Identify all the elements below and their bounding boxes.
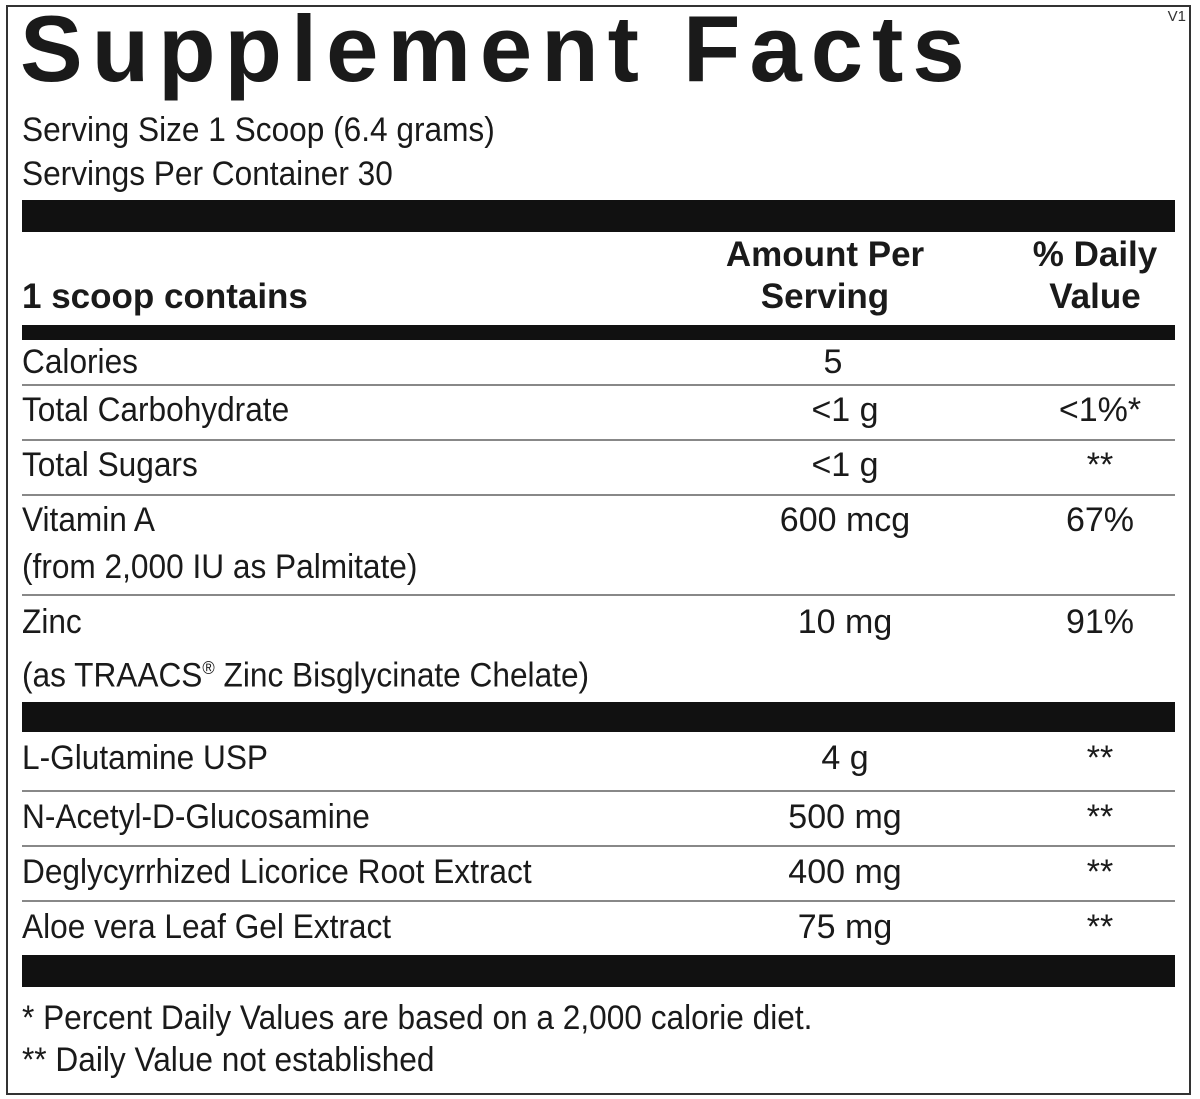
row-amount: 10 mg xyxy=(797,603,893,641)
row-divider xyxy=(22,594,1175,596)
row-name: Aloe vera Leaf Gel Extract xyxy=(22,908,392,946)
row-amount: 75 mg xyxy=(797,908,893,946)
header-dv-1: % Daily xyxy=(1032,235,1158,274)
row-name: Calories xyxy=(22,343,138,381)
row-subtext: (from 2,000 IU as Palmitate) xyxy=(22,548,418,586)
row-name: N-Acetyl-D-Glucosamine xyxy=(22,798,370,836)
row-amount: <1 g xyxy=(811,391,879,429)
zinc-source-rest: Zinc Bisglycinate Chelate) xyxy=(214,656,590,695)
header-amount-1: Amount Per xyxy=(725,235,925,274)
row-dv: ** xyxy=(1086,446,1114,484)
label-border xyxy=(6,5,1191,1095)
row-divider xyxy=(22,900,1175,902)
row-divider xyxy=(22,845,1175,847)
row-dv: 91% xyxy=(1065,603,1135,641)
row-divider xyxy=(22,790,1175,792)
header-contains: 1 scoop contains xyxy=(22,277,308,316)
row-divider xyxy=(22,439,1175,441)
footnote: * Percent Daily Values are based on a 2,… xyxy=(22,999,813,1037)
row-dv: ** xyxy=(1086,908,1114,946)
zinc-source: (as TRAACS xyxy=(22,656,203,695)
serving-size: Serving Size 1 Scoop (6.4 grams) xyxy=(22,111,495,149)
version-mark: V1 xyxy=(1167,8,1186,25)
row-divider xyxy=(22,494,1175,496)
row-name: L-Glutamine USP xyxy=(22,739,269,777)
row-amount: 400 mg xyxy=(788,853,902,891)
row-amount: 5 xyxy=(823,343,843,381)
medium-divider xyxy=(22,325,1175,340)
row-name: Total Sugars xyxy=(22,446,198,484)
row-subtext: (as TRAACS® Zinc Bisglycinate Chelate) xyxy=(22,648,589,695)
header-dv-2: Value xyxy=(1049,277,1141,316)
row-amount: 600 mcg xyxy=(779,501,911,539)
page-title: Supplement Facts xyxy=(20,0,974,101)
row-name: Deglycyrrhized Licorice Root Extract xyxy=(22,853,532,891)
row-dv: ** xyxy=(1086,853,1114,891)
row-amount: <1 g xyxy=(811,446,879,484)
thick-divider xyxy=(22,702,1175,732)
servings-per-container: Servings Per Container 30 xyxy=(22,155,393,193)
row-dv: ** xyxy=(1086,739,1114,777)
thick-divider xyxy=(22,955,1175,987)
row-name: Total Carbohydrate xyxy=(22,391,290,429)
footnote: ** Daily Value not established xyxy=(22,1041,435,1079)
row-name: Zinc xyxy=(22,603,82,641)
row-amount: 500 mg xyxy=(788,798,902,836)
registered-mark: ® xyxy=(202,658,215,678)
header-amount-2: Serving xyxy=(760,277,890,316)
row-dv: ** xyxy=(1086,798,1114,836)
row-name: Vitamin A xyxy=(22,501,156,539)
thick-divider xyxy=(22,200,1175,232)
row-dv: <1%* xyxy=(1058,391,1142,429)
row-amount: 4 g xyxy=(821,739,869,777)
row-divider xyxy=(22,384,1175,386)
row-dv: 67% xyxy=(1065,501,1135,539)
